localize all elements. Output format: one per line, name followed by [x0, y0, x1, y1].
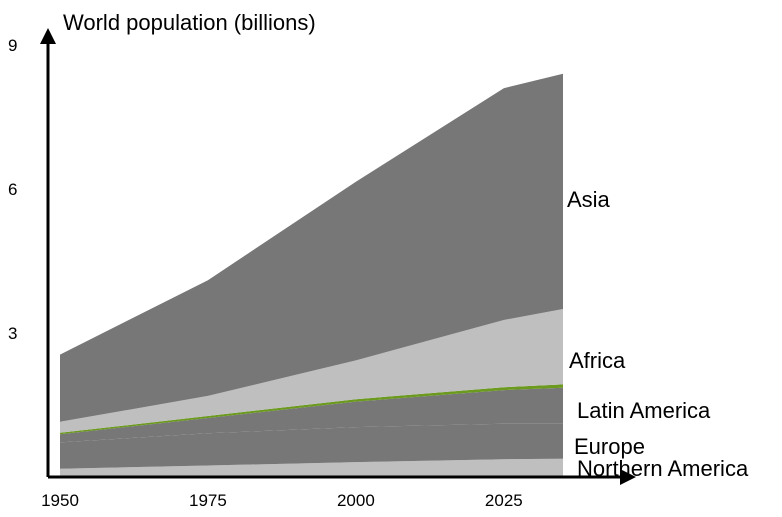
y-tick-labels: 3 6 9: [8, 36, 17, 343]
chart-title: World population (billions): [63, 10, 316, 35]
x-tick-label-1950: 1950: [41, 491, 79, 510]
area-band-3: [60, 384, 563, 435]
series-label-northern-america: Northern America: [577, 456, 749, 481]
y-tick-label-3: 3: [8, 324, 17, 343]
area-africa: [60, 309, 563, 433]
series-label-asia: Asia: [567, 187, 611, 212]
series-label-latin-america: Latin America: [577, 398, 711, 423]
y-tick-label-9: 9: [8, 36, 17, 55]
series-label-africa: Africa: [569, 348, 626, 373]
x-tick-label-1975: 1975: [189, 491, 227, 510]
y-axis-arrowhead: [40, 28, 56, 44]
x-axis-arrowhead: [620, 469, 636, 485]
axes: [40, 28, 636, 485]
x-tick-label-2025: 2025: [485, 491, 523, 510]
y-tick-label-6: 6: [8, 180, 17, 199]
area-asia: [60, 73, 563, 422]
x-tick-labels: 1950 1975 2000 2025: [41, 491, 523, 510]
x-tick-label-2000: 2000: [337, 491, 375, 510]
area-europe: [60, 423, 563, 469]
series-label-europe: Europe: [574, 434, 645, 459]
area-layers: [60, 73, 563, 477]
area-latin-america: [60, 387, 563, 443]
area-northern-america: [60, 458, 563, 477]
